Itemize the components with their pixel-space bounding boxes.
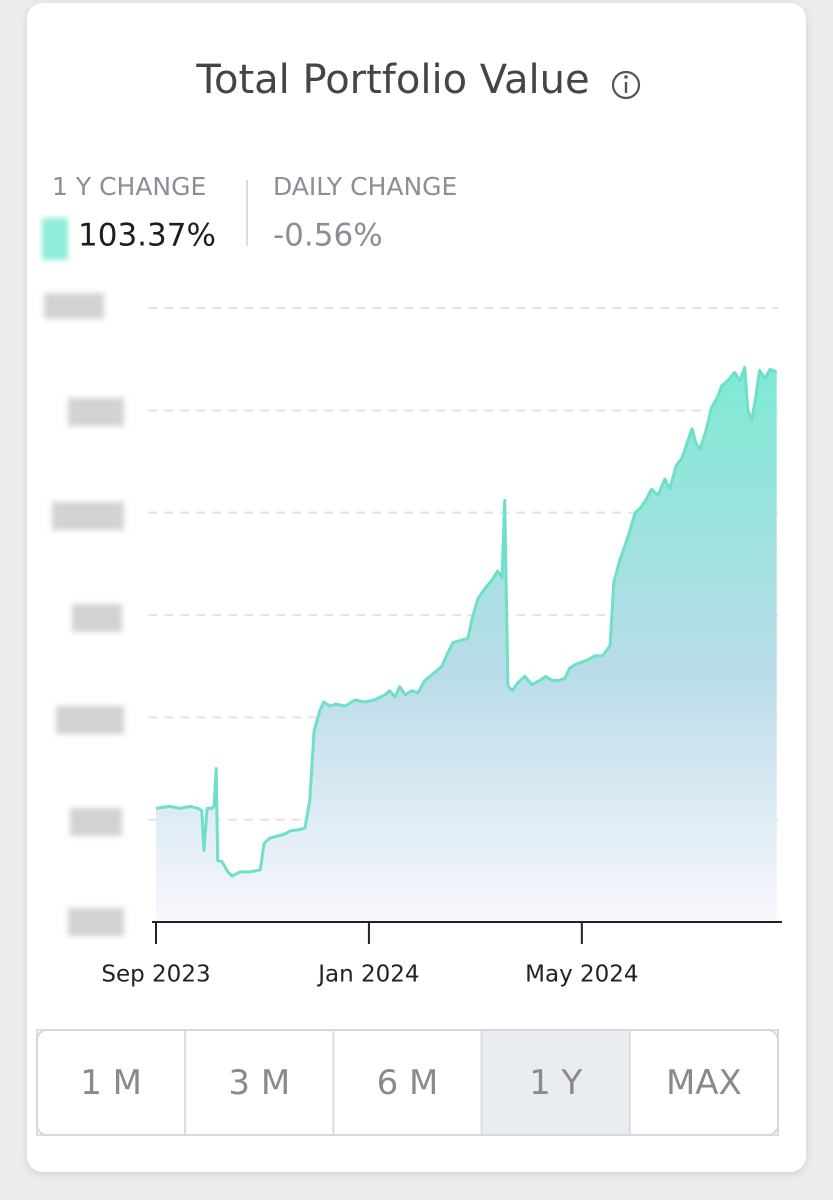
stat-value: 103.37% (78, 218, 216, 254)
stat-value: -0.56% (273, 218, 383, 254)
button-bg (36, 1029, 187, 1136)
plot: Sep 2023 Jan 2024 May 2024 (101, 307, 782, 988)
x-tick-label: Jan 2024 (316, 962, 419, 988)
button-label: 1 M (80, 1063, 142, 1103)
button-label: MAX (666, 1063, 742, 1103)
stat-label: DAILY CHANGE (273, 172, 457, 201)
range-button[interactable]: 1 M (36, 1029, 187, 1136)
range-button[interactable]: 3 M (184, 1029, 335, 1136)
button-bg (628, 1029, 779, 1136)
title: Total Portfolio Value (195, 57, 589, 103)
x-tick-label: Sep 2023 (101, 962, 210, 988)
button-bg (332, 1029, 483, 1136)
range-button[interactable]: MAX (628, 1029, 779, 1136)
line (155, 365, 778, 878)
range-button[interactable]: 6 M (332, 1029, 483, 1136)
range-buttons: 1 M 3 M 6 M 1 Y MAX (36, 1029, 779, 1136)
button-label: 6 M (377, 1063, 439, 1103)
x-tick-label: May 2024 (525, 962, 638, 988)
button-group-border (36, 1029, 779, 1136)
change-arrow (42, 218, 68, 260)
button-label: 1 Y (529, 1063, 582, 1103)
range-button[interactable]: 1 Y (480, 1029, 631, 1136)
info-icon[interactable] (611, 70, 641, 100)
button-bg (480, 1029, 631, 1136)
button-bg (184, 1029, 335, 1136)
button-label: 3 M (228, 1063, 290, 1103)
redacted-y-labels (44, 293, 124, 936)
stat-label: 1 Y CHANGE (52, 172, 206, 201)
